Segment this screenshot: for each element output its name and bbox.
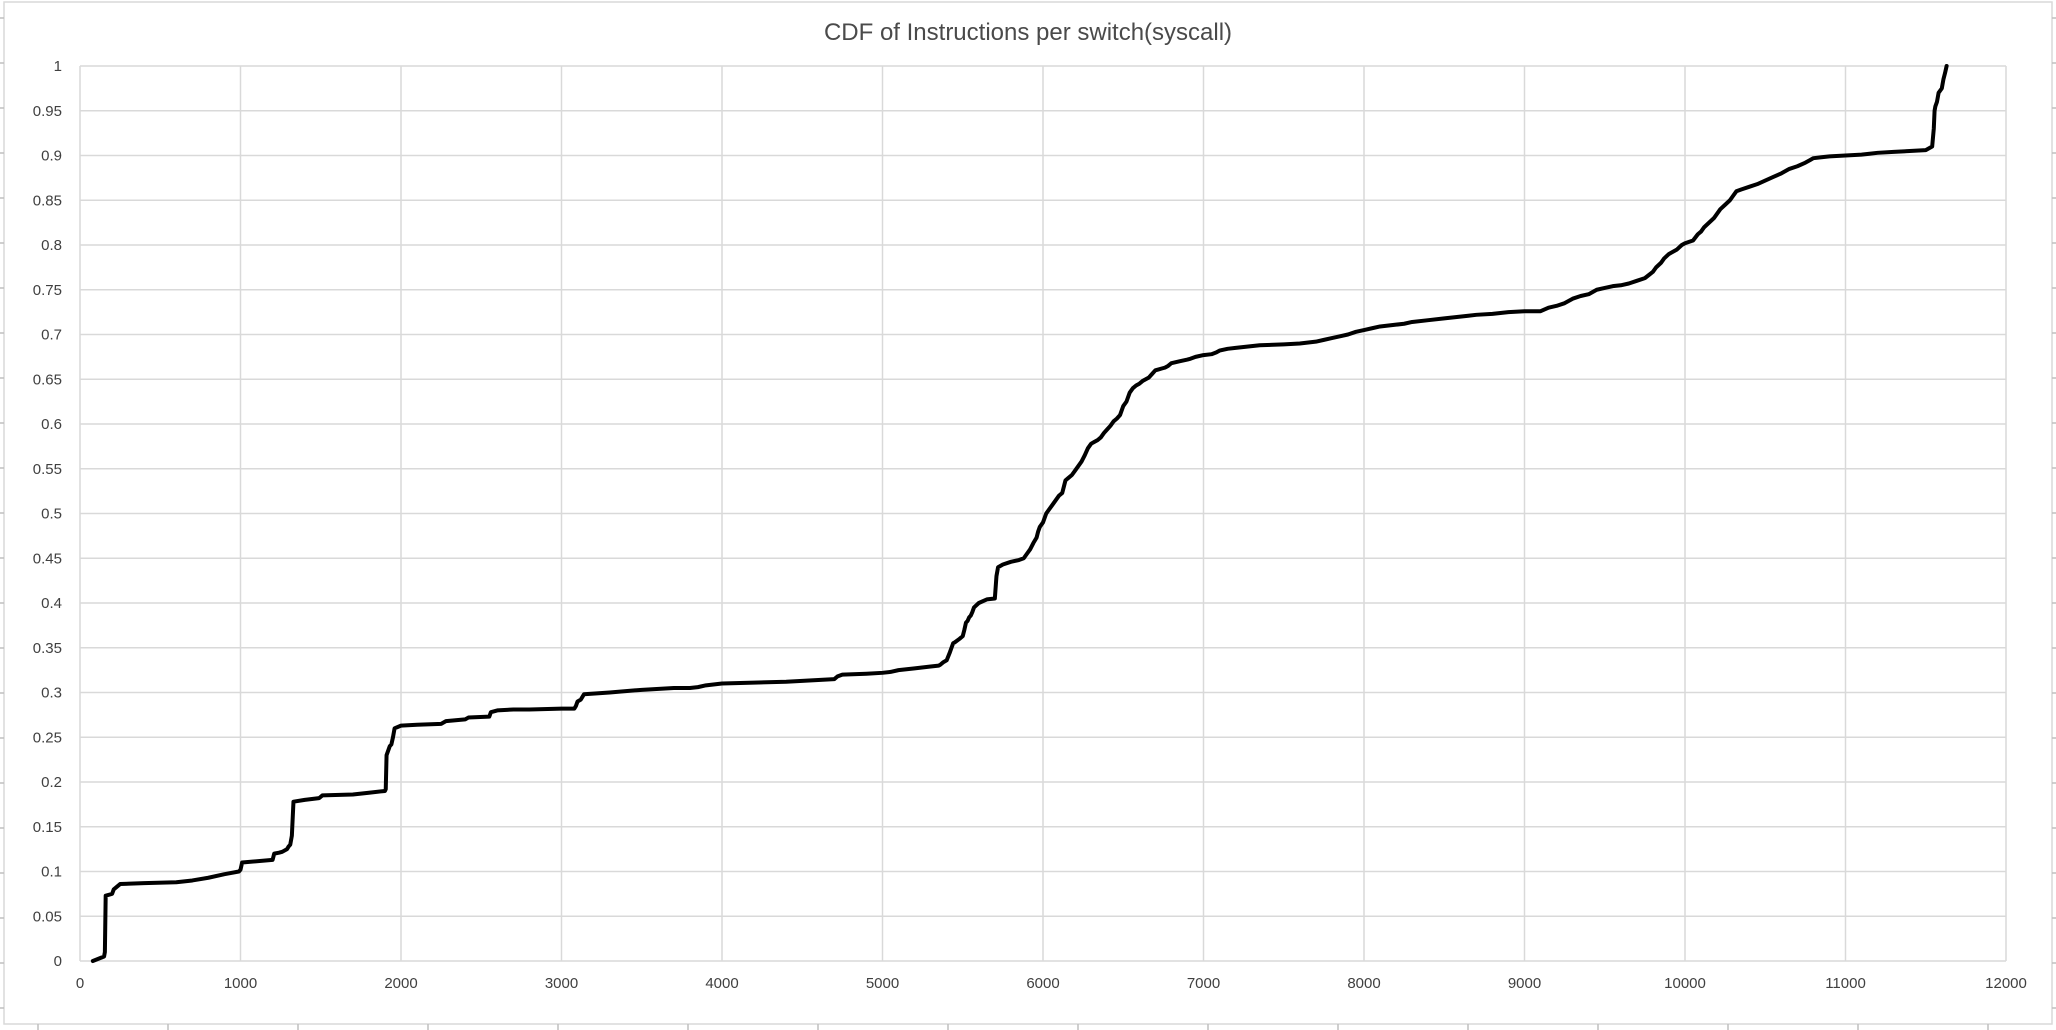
x-tick-label: 9000 (1508, 975, 1541, 992)
y-tick-label: 0 (54, 953, 62, 970)
y-tick-label: 0.9 (41, 148, 62, 165)
y-tick-label: 0.65 (33, 371, 62, 388)
y-tick-label: 0.05 (33, 908, 62, 925)
cdf-series-line (90, 64, 1949, 963)
x-tick-label: 2000 (384, 975, 417, 992)
y-tick-label: 0.5 (41, 506, 62, 523)
x-tick-label: 12000 (1985, 975, 2027, 992)
y-tick-label: 0.15 (33, 819, 62, 836)
y-tick-label: 0.85 (33, 192, 62, 209)
y-tick-label: 0.55 (33, 461, 62, 478)
x-tick-label: 11000 (1825, 975, 1866, 992)
x-tick-label: 10000 (1664, 975, 1706, 992)
y-tick-label: 0.3 (41, 685, 62, 702)
x-tick-label: 4000 (705, 975, 738, 992)
y-axis-tick-labels: 0 0.05 0.1 0.15 0.2 0.25 0.3 0.35 0.4 0.45 0.5 0.55… (33, 58, 62, 970)
y-tick-label: 0.8 (41, 237, 62, 254)
x-tick-label: 7000 (1187, 975, 1220, 992)
y-tick-label: 0.4 (41, 595, 62, 612)
y-tick-label: 0.6 (41, 416, 62, 433)
y-tick-label: 0.45 (33, 550, 62, 567)
y-tick-label: 0.7 (41, 327, 62, 344)
y-tick-label: 1 (54, 58, 62, 75)
series-layer (90, 64, 1949, 963)
y-tick-label: 0.75 (33, 282, 62, 299)
y-tick-label: 0.25 (33, 729, 62, 746)
y-tick-label: 0.1 (41, 864, 62, 881)
y-tick-label: 0.35 (33, 640, 62, 657)
x-tick-label: 0 (76, 975, 84, 992)
x-tick-label: 5000 (866, 975, 899, 992)
y-tick-label: 0.95 (33, 103, 62, 120)
x-tick-label: 6000 (1026, 975, 1059, 992)
x-tick-label: 1000 (224, 975, 257, 992)
x-axis-tick-labels: 0 1000 2000 3000 4000 5000 6000 7000 8000 9000 100… (76, 975, 2027, 992)
x-tick-label: 3000 (545, 975, 578, 992)
y-tick-label: 0.2 (41, 774, 62, 791)
x-tick-label: 8000 (1347, 975, 1380, 992)
chart-title: CDF of Instructions per switch(syscall) (824, 19, 1232, 46)
gridlines (0, 17, 2056, 1030)
